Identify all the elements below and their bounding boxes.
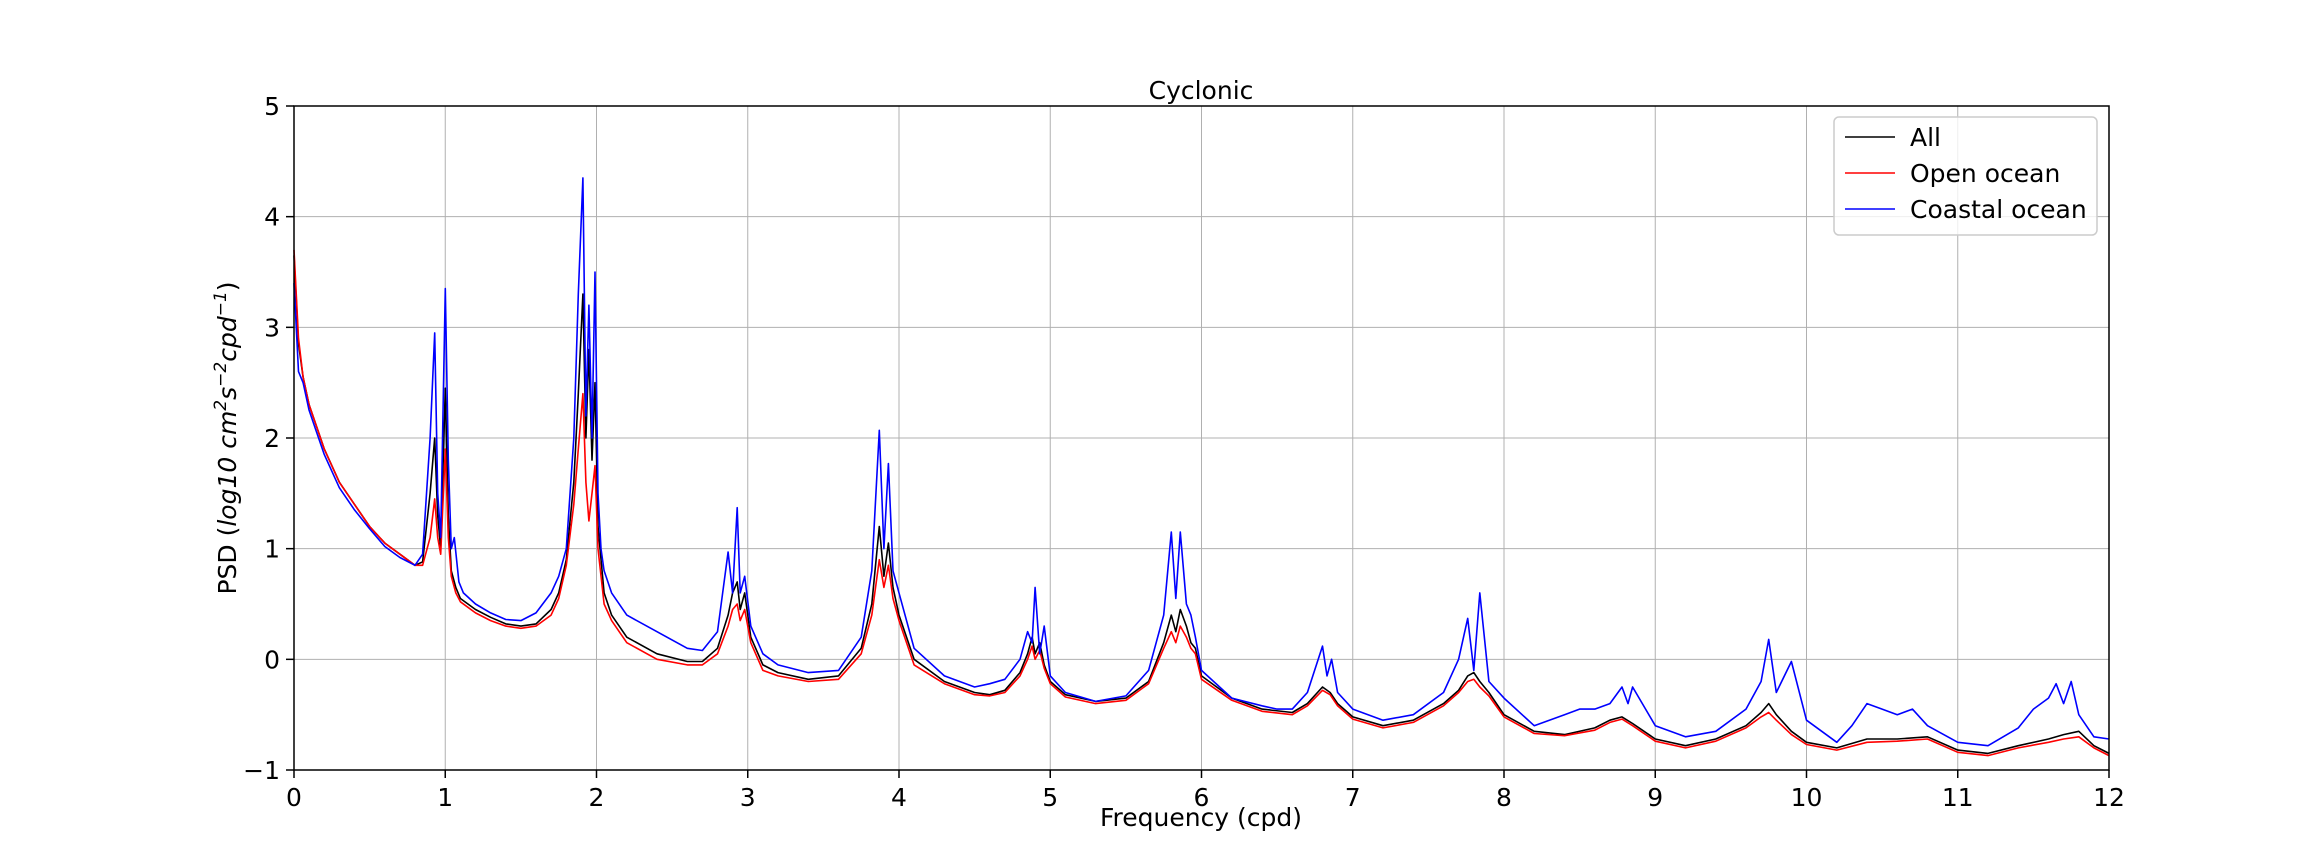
x-tick-label: 8 <box>1496 783 1512 812</box>
x-tick-label: 7 <box>1345 783 1361 812</box>
y-axis-label-cpd: cpd <box>213 316 242 362</box>
y-tick-label: 4 <box>264 203 280 232</box>
y-axis-label: PSD (log10 cm2s−2cpd−1) <box>211 281 242 594</box>
series-lines <box>293 177 2110 757</box>
legend-label-all: All <box>1910 123 1941 152</box>
legend: All Open ocean Coastal ocean <box>1833 116 2098 236</box>
series-line-all <box>293 255 2110 755</box>
x-tick-label: 1 <box>437 783 453 812</box>
series-line-coastal-ocean <box>293 177 2110 747</box>
y-axis-label-suffix: ) <box>213 281 242 291</box>
y-tick-label: 0 <box>264 645 280 674</box>
chart-title: Cyclonic <box>1149 76 1254 105</box>
y-axis-label-prefix: PSD ( <box>213 527 242 595</box>
x-axis-label: Frequency (cpd) <box>1100 803 1302 832</box>
x-tick-label: 5 <box>1042 783 1058 812</box>
legend-label-coastal-ocean: Coastal ocean <box>1910 195 2087 224</box>
y-axis-label-exp3: −1 <box>211 291 231 316</box>
y-axis-label-exp2: −2 <box>211 362 231 387</box>
x-tick-label: 9 <box>1647 783 1663 812</box>
series-line-open-ocean <box>293 249 2110 757</box>
x-tick-label: 6 <box>1194 783 1210 812</box>
y-axis-label-log: log10 cm <box>213 411 242 527</box>
x-tick-label: 0 <box>286 783 302 812</box>
x-tick-label: 12 <box>2093 783 2125 812</box>
x-tick-label: 10 <box>1791 783 1823 812</box>
y-axis-label-s: s <box>213 387 242 400</box>
x-tick-label: 3 <box>740 783 756 812</box>
y-tick-label: 3 <box>264 313 280 342</box>
x-tick-label: 11 <box>1942 783 1974 812</box>
y-tick-label: 2 <box>264 424 280 453</box>
y-axis-label-exp1: 2 <box>211 400 231 411</box>
legend-label-open-ocean: Open ocean <box>1910 159 2060 188</box>
y-tick-label: 1 <box>264 535 280 564</box>
legend-box <box>1833 116 2098 236</box>
y-tick-label: 5 <box>264 92 280 121</box>
x-tick-label: 2 <box>589 783 605 812</box>
x-tick-label: 4 <box>891 783 907 812</box>
y-tick-label: −1 <box>243 756 280 785</box>
